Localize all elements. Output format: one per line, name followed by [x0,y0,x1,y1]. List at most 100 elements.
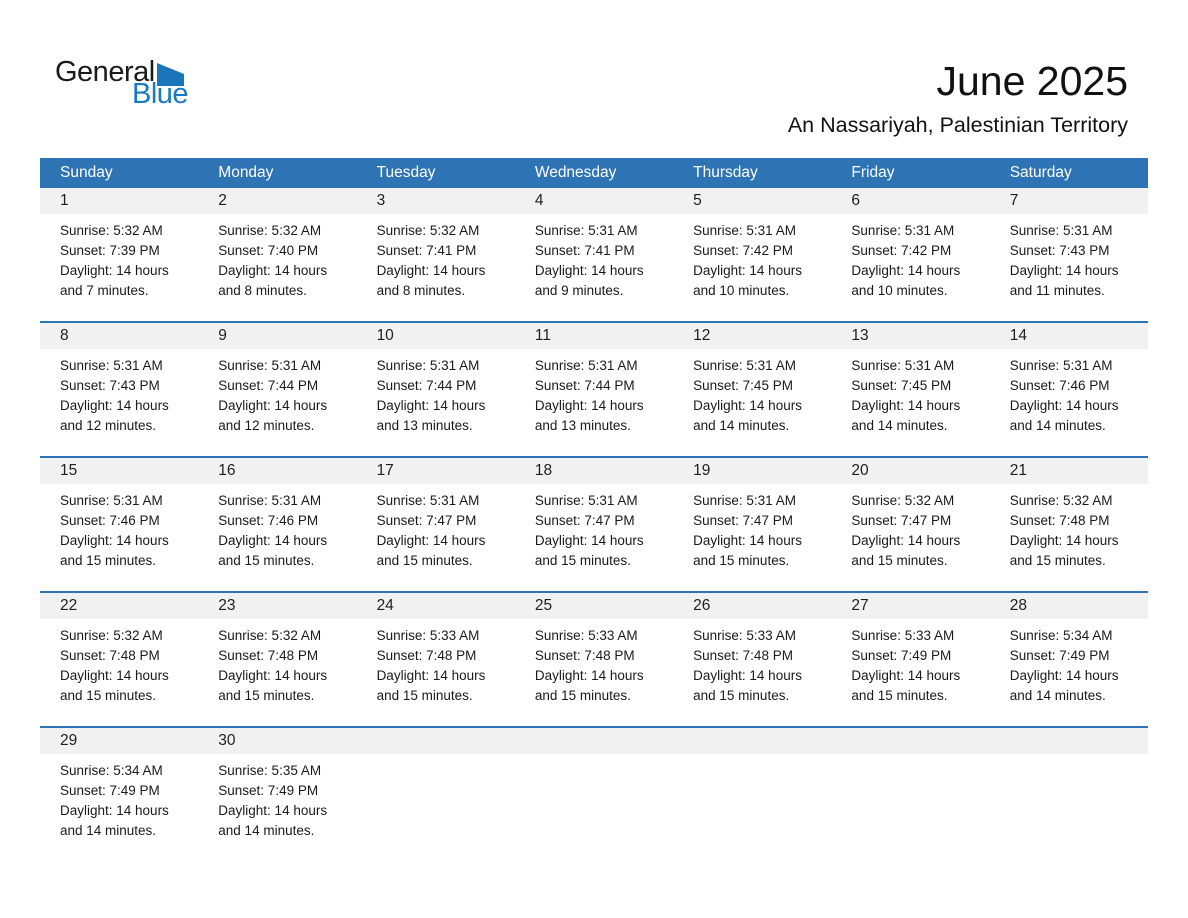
day-details: Sunrise: 5:33 AM Sunset: 7:49 PM Daylight:… [831,619,989,706]
day-number [356,728,515,754]
day-sunset: Sunset: 7:47 PM [376,513,477,528]
day-cell: 23 Sunrise: 5:32 AM Sunset: 7:48 PM Dayligh… [198,593,357,726]
day-sunset: Sunset: 7:39 PM [60,243,160,258]
day-details [990,754,1148,761]
day-details: Sunrise: 5:33 AM Sunset: 7:48 PM Daylight:… [673,619,831,706]
day-sunrise: Sunrise: 5:32 AM [851,493,955,508]
day-sunset: Sunset: 7:45 PM [851,378,952,393]
day-daylight: Daylight: 14 hours and 15 minutes. [376,533,486,568]
day-number: 7 [989,188,1148,214]
day-daylight: Daylight: 14 hours and 15 minutes. [534,668,644,703]
day-sunset: Sunset: 7:44 PM [534,378,635,393]
day-sunset: Sunset: 7:41 PM [534,243,635,258]
day-details [831,754,989,761]
day-number: 21 [989,458,1148,484]
day-sunset: Sunset: 7:49 PM [60,783,160,798]
day-cell: 7 Sunrise: 5:31 AM Sunset: 7:43 PM Daylight… [989,188,1148,321]
day-daylight: Daylight: 14 hours and 15 minutes. [376,668,486,703]
day-cell: 5 Sunrise: 5:31 AM Sunset: 7:42 PM Daylight… [673,188,832,321]
weekday-wednesday: Wednesday [534,164,617,181]
day-number: 4 [514,188,674,214]
day-daylight: Daylight: 14 hours and 13 minutes. [534,398,644,433]
day-daylight: Daylight: 14 hours and 8 minutes. [376,263,486,298]
day-sunrise: Sunrise: 5:32 AM [376,223,480,238]
day-details: Sunrise: 5:32 AM Sunset: 7:41 PM Daylight:… [357,214,515,301]
day-number: 9 [198,323,357,349]
logo-text-general: General [55,56,155,88]
day-sunset: Sunset: 7:47 PM [851,513,952,528]
day-sunset: Sunset: 7:47 PM [534,513,635,528]
day-cell-empty [514,728,674,861]
day-sunrise: Sunrise: 5:32 AM [60,628,163,643]
day-daylight: Daylight: 14 hours and 10 minutes. [693,263,802,298]
day-cell: 15 Sunrise: 5:31 AM Sunset: 7:46 PM Dayligh… [40,458,199,591]
day-daylight: Daylight: 14 hours and 15 minutes. [534,533,644,568]
week-row: 29 Sunrise: 5:34 AM Sunset: 7:49 PM Dayligh… [40,726,1148,861]
day-sunrise: Sunrise: 5:33 AM [851,628,955,643]
weekday-thursday: Thursday [693,164,758,181]
day-sunset: Sunset: 7:48 PM [60,648,160,663]
day-cell: 22 Sunrise: 5:32 AM Sunset: 7:48 PM Dayligh… [40,593,199,726]
weekday-monday: Monday [218,164,274,181]
day-sunset: Sunset: 7:48 PM [534,648,635,663]
day-number: 14 [989,323,1148,349]
day-sunrise: Sunrise: 5:31 AM [534,358,638,373]
day-sunset: Sunset: 7:47 PM [693,513,793,528]
title-block: June 2025 An Nassariyah, Palestinian Ter… [787,58,1128,138]
day-details: Sunrise: 5:32 AM Sunset: 7:39 PM Daylight:… [40,214,198,301]
day-details: Sunrise: 5:32 AM Sunset: 7:47 PM Daylight:… [831,484,989,571]
day-number: 2 [198,188,357,214]
day-daylight: Daylight: 14 hours and 14 minutes. [60,803,169,838]
day-daylight: Daylight: 14 hours and 10 minutes. [851,263,961,298]
day-cell: 10 Sunrise: 5:31 AM Sunset: 7:44 PM Dayligh… [356,323,515,456]
day-cell: 20 Sunrise: 5:32 AM Sunset: 7:47 PM Dayligh… [831,458,990,591]
day-details: Sunrise: 5:31 AM Sunset: 7:47 PM Daylight:… [673,484,831,571]
day-details: Sunrise: 5:31 AM Sunset: 7:46 PM Daylight:… [40,484,198,571]
day-cell: 4 Sunrise: 5:31 AM Sunset: 7:41 PM Daylight… [514,188,674,321]
day-details: Sunrise: 5:32 AM Sunset: 7:48 PM Daylight:… [990,484,1148,571]
day-sunrise: Sunrise: 5:31 AM [534,223,638,238]
day-sunset: Sunset: 7:40 PM [218,243,319,258]
day-cell: 12 Sunrise: 5:31 AM Sunset: 7:45 PM Dayligh… [673,323,832,456]
day-details [357,754,515,761]
day-cell-empty [356,728,515,861]
day-cell: 29 Sunrise: 5:34 AM Sunset: 7:49 PM Dayligh… [40,728,199,861]
weekday-saturday: Saturday [1009,164,1072,181]
weekday-tuesday: Tuesday [376,164,436,181]
day-sunrise: Sunrise: 5:31 AM [218,493,322,508]
day-details [515,754,673,761]
weekday-header-row: Sunday Monday Tuesday Wednesday Thursday… [40,158,1148,188]
weekday-friday: Friday [851,164,895,181]
day-cell: 9 Sunrise: 5:31 AM Sunset: 7:44 PM Daylight… [198,323,357,456]
week-row: 1 Sunrise: 5:32 AM Sunset: 7:39 PM Daylight… [40,188,1148,321]
day-daylight: Daylight: 14 hours and 15 minutes. [60,533,169,568]
day-sunset: Sunset: 7:46 PM [1009,378,1110,393]
week-row: 8 Sunrise: 5:31 AM Sunset: 7:43 PM Daylight… [40,321,1148,456]
day-cell: 19 Sunrise: 5:31 AM Sunset: 7:47 PM Dayligh… [673,458,832,591]
day-details: Sunrise: 5:31 AM Sunset: 7:46 PM Daylight:… [198,484,356,571]
day-details: Sunrise: 5:35 AM Sunset: 7:49 PM Daylight:… [198,754,356,841]
day-sunset: Sunset: 7:44 PM [376,378,477,393]
day-cell: 8 Sunrise: 5:31 AM Sunset: 7:43 PM Daylight… [40,323,199,456]
day-sunrise: Sunrise: 5:31 AM [851,223,955,238]
page-subtitle: An Nassariyah, Palestinian Territory [787,113,1128,138]
day-sunset: Sunset: 7:49 PM [851,648,952,663]
day-daylight: Daylight: 14 hours and 14 minutes. [693,398,802,433]
day-daylight: Daylight: 14 hours and 15 minutes. [851,533,961,568]
day-number: 15 [40,458,199,484]
page-title: June 2025 [936,58,1128,104]
weekday-sunday: Sunday [60,164,113,181]
day-number: 8 [40,323,199,349]
day-number: 22 [40,593,199,619]
day-sunrise: Sunrise: 5:32 AM [218,223,322,238]
day-details: Sunrise: 5:31 AM Sunset: 7:47 PM Daylight:… [357,484,515,571]
day-details: Sunrise: 5:31 AM Sunset: 7:47 PM Daylight:… [515,484,673,571]
day-cell: 30 Sunrise: 5:35 AM Sunset: 7:49 PM Dayligh… [198,728,357,861]
day-sunset: Sunset: 7:41 PM [376,243,477,258]
day-details: Sunrise: 5:31 AM Sunset: 7:43 PM Daylight:… [990,214,1148,301]
day-cell: 26 Sunrise: 5:33 AM Sunset: 7:48 PM Dayligh… [673,593,832,726]
day-details: Sunrise: 5:31 AM Sunset: 7:44 PM Daylight:… [198,349,356,436]
calendar-table: Sunday Monday Tuesday Wednesday Thursday… [40,158,1148,861]
day-cell: 14 Sunrise: 5:31 AM Sunset: 7:46 PM Dayligh… [989,323,1148,456]
day-sunset: Sunset: 7:44 PM [218,378,319,393]
